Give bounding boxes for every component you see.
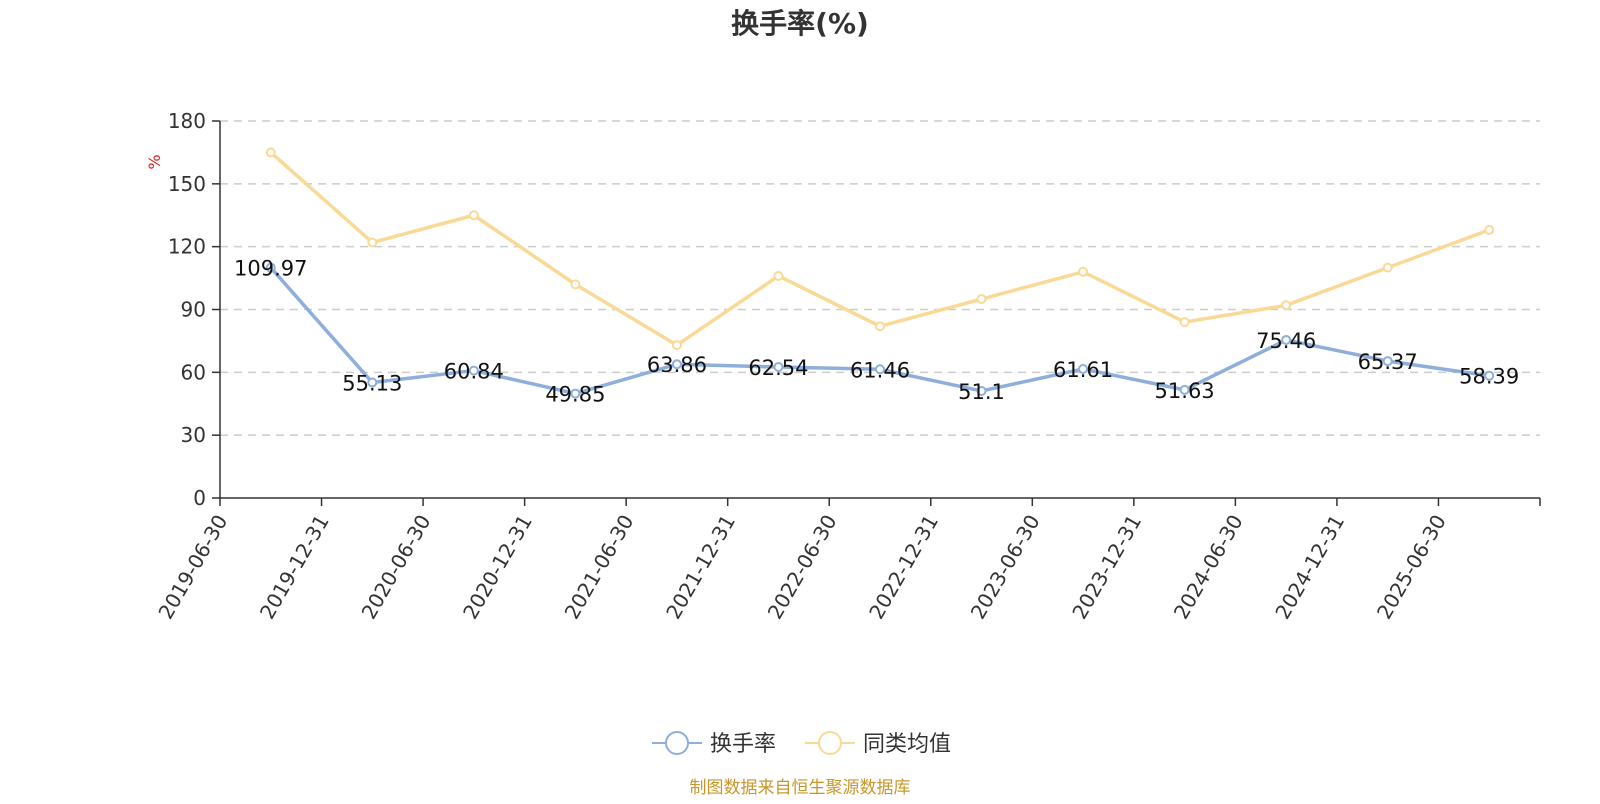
x-tick-label: 2019-06-30 <box>153 511 232 624</box>
series-line <box>269 151 1490 347</box>
data-point <box>1382 262 1393 273</box>
data-label: 55.13 <box>342 372 402 396</box>
data-point <box>976 385 987 396</box>
data-point <box>1484 224 1495 235</box>
data-label: 61.61 <box>1053 358 1113 382</box>
data-point <box>367 237 378 248</box>
y-tick-label: 180 <box>168 109 206 133</box>
data-point <box>1179 384 1190 395</box>
x-tick-label: 2019-12-31 <box>255 511 334 624</box>
data-point <box>773 270 784 281</box>
axes: 0 30 60 90 120 150 180 2019-06-30 2019-12-31 2020… <box>153 109 1541 624</box>
x-tick-label: 2022-06-30 <box>763 511 842 624</box>
data-label: 60.84 <box>444 360 504 384</box>
x-tick-label: 2024-06-30 <box>1169 511 1248 624</box>
y-tick-label: 60 <box>181 360 206 384</box>
data-point <box>773 362 784 373</box>
y-axis-unit-label: % <box>145 154 164 169</box>
x-tick-label: 2024-12-31 <box>1270 511 1349 624</box>
data-label: 75.46 <box>1256 329 1316 353</box>
x-tick-label: 2020-12-31 <box>458 511 537 624</box>
data-point <box>265 147 276 158</box>
data-point <box>1078 363 1089 374</box>
legend-label: 换手率 <box>710 732 776 757</box>
x-tick-label: 2022-12-31 <box>864 511 943 624</box>
data-point <box>671 359 682 370</box>
x-tick-label: 2021-12-31 <box>661 511 740 624</box>
data-point <box>265 262 276 273</box>
data-point <box>468 365 479 376</box>
data-label: 61.46 <box>850 358 910 382</box>
data-point <box>1281 300 1292 311</box>
legend-marker-icon <box>665 731 689 755</box>
data-labels: 109.97 55.13 60.84 49.85 63.86 62.54 61.46 51.1… <box>234 257 1519 407</box>
y-tick-label: 0 <box>193 486 206 510</box>
y-tick-label: 150 <box>168 172 206 196</box>
data-label: 109.97 <box>234 257 307 281</box>
series-lines <box>265 147 1495 399</box>
data-point <box>1179 317 1190 328</box>
x-tick-label: 2023-12-31 <box>1067 511 1146 624</box>
data-point <box>875 321 885 332</box>
data-label: 62.54 <box>748 356 808 380</box>
data-point <box>1382 356 1393 367</box>
legend-item[interactable]: 换手率 <box>652 731 776 757</box>
data-label: 63.86 <box>647 353 707 377</box>
y-tick-label: 90 <box>181 298 206 322</box>
data-label: 58.39 <box>1459 365 1519 389</box>
source-note: 制图数据来自恒生聚源数据库 <box>690 778 911 798</box>
data-point <box>671 340 682 351</box>
legend[interactable]: 换手率 同类均值 <box>652 731 951 757</box>
chart-title: 换手率(%) <box>731 7 869 40</box>
x-tick-label: 2023-06-30 <box>966 511 1045 624</box>
data-label: 51.1 <box>958 380 1005 404</box>
legend-label: 同类均值 <box>863 732 951 757</box>
x-tick-label: 2025-06-30 <box>1372 511 1451 624</box>
data-point <box>468 210 479 221</box>
grid-lines <box>220 120 1540 436</box>
legend-item[interactable]: 同类均值 <box>805 731 951 757</box>
legend-marker-icon <box>818 731 842 755</box>
y-tick-label: 120 <box>168 235 206 259</box>
data-point <box>367 377 378 388</box>
data-point <box>1484 370 1495 381</box>
data-label: 65.37 <box>1358 350 1418 374</box>
data-point <box>570 279 581 290</box>
data-point <box>570 388 581 399</box>
y-tick-label: 30 <box>181 423 206 447</box>
x-tick-label: 2020-06-30 <box>357 510 436 623</box>
data-point <box>875 364 885 375</box>
data-point <box>976 294 987 305</box>
data-point <box>1078 266 1089 277</box>
data-label: 51.63 <box>1155 379 1215 403</box>
x-tick-label: 2021-06-30 <box>560 511 639 624</box>
data-label: 49.85 <box>545 383 605 407</box>
data-point <box>1281 334 1292 345</box>
